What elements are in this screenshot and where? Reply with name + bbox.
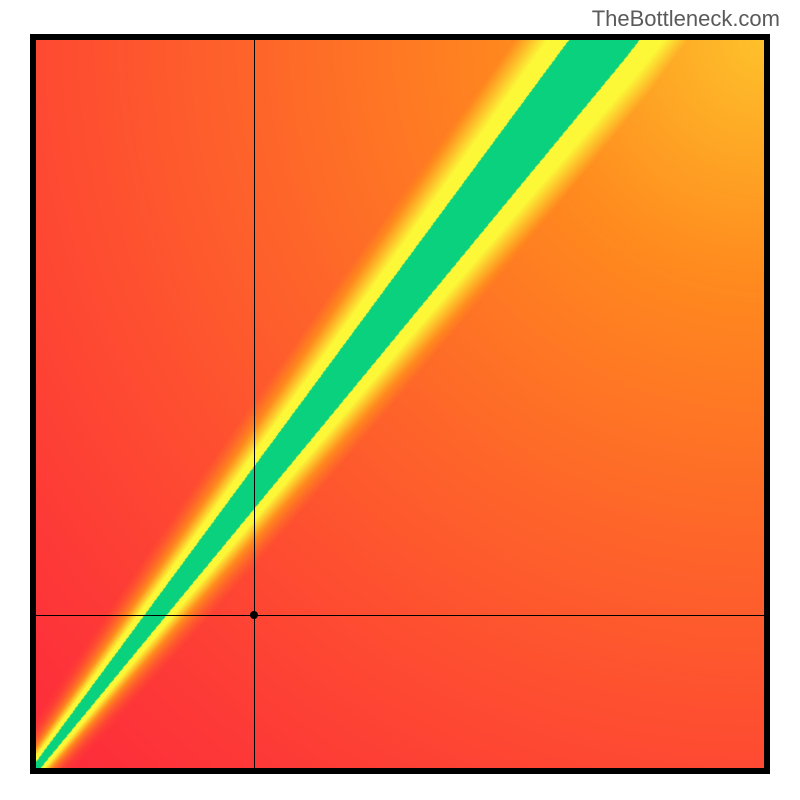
plot-frame bbox=[30, 34, 770, 774]
chart-container: TheBottleneck.com bbox=[0, 0, 800, 800]
watermark-text: TheBottleneck.com bbox=[592, 6, 780, 32]
crosshair-vertical bbox=[254, 40, 255, 768]
crosshair-horizontal bbox=[36, 615, 764, 616]
heatmap-canvas bbox=[36, 40, 764, 768]
